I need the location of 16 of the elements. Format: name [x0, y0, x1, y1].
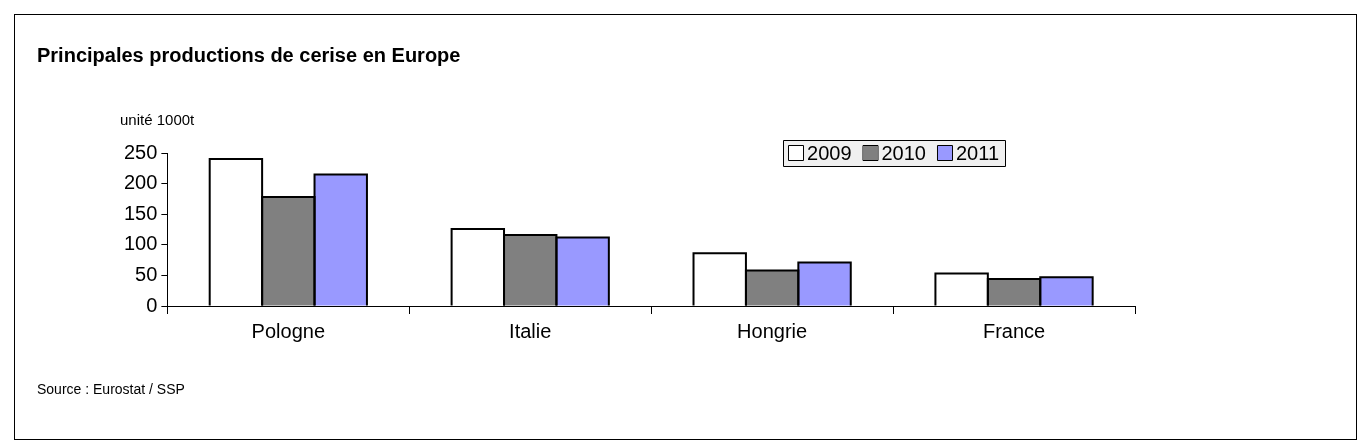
legend-label: 2009 [807, 141, 852, 164]
x-tick-label: Pologne [251, 319, 326, 342]
chart-title: Principales productions de cerise en Europe [37, 43, 461, 66]
y-axis-title: unité 1000t [120, 111, 196, 129]
source-note: Source : Eurostat / SSP [37, 380, 185, 397]
legend-label: 2011 [955, 141, 1000, 164]
y-tick-label: 150 [123, 201, 158, 224]
x-tick-label: Italie [509, 319, 552, 342]
legend-label: 2010 [881, 141, 926, 164]
x-tick-label: Hongrie [737, 319, 808, 342]
y-tick-label: 100 [123, 232, 158, 255]
y-tick-label: 0 [146, 293, 158, 316]
y-tick-label: 200 [123, 171, 158, 194]
y-tick-label: 250 [123, 140, 158, 163]
x-tick-label: France [982, 319, 1046, 342]
y-tick-label: 50 [135, 262, 158, 285]
